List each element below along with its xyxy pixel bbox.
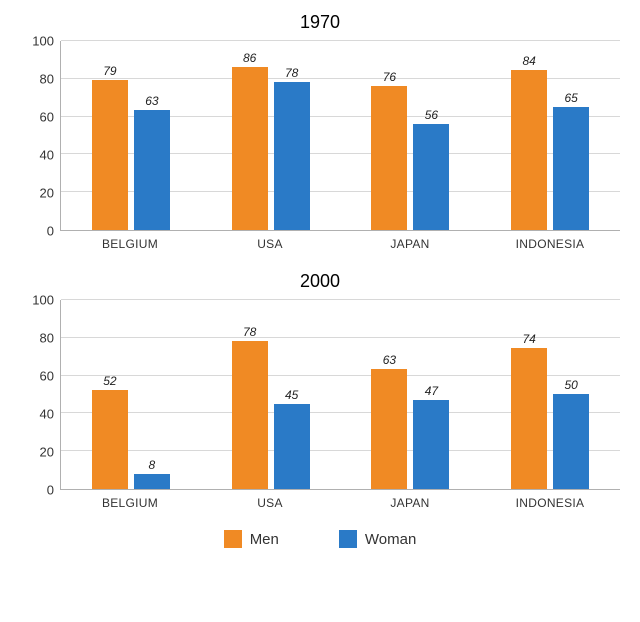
bar-wrap: 8 [134, 474, 170, 489]
bar-wrap: 52 [92, 390, 128, 489]
bar-group: 52 8 [92, 390, 170, 489]
y-axis: 020406080100 [20, 41, 60, 231]
bar-wrap: 63 [134, 110, 170, 230]
bar-wrap: 45 [274, 404, 310, 490]
bar [511, 348, 547, 489]
y-tick-label: 20 [40, 445, 54, 460]
x-tick-label: BELGIUM [80, 496, 180, 510]
bar-group: 7656 [371, 86, 449, 230]
chart-panel: 19700204060801007963867876568465BELGIUMU… [20, 12, 620, 251]
bar-wrap: 76 [371, 86, 407, 230]
plot-grid: 528784563477450 [60, 300, 620, 490]
bar-wrap: 50 [553, 394, 589, 489]
x-tick-label: USA [220, 496, 320, 510]
bar-wrap: 86 [232, 67, 268, 230]
bar-wrap: 78 [274, 82, 310, 230]
bar-group: 8678 [232, 67, 310, 230]
chart-panel: 2000020406080100528784563477450BELGIUMUS… [20, 271, 620, 510]
bar [274, 82, 310, 230]
bar-wrap: 65 [553, 107, 589, 231]
bar-value-label: 84 [522, 54, 535, 68]
plot-grid: 7963867876568465 [60, 41, 620, 231]
bar-value-label: 78 [285, 66, 298, 80]
bar [274, 404, 310, 490]
x-tick-label: JAPAN [360, 237, 460, 251]
y-tick-label: 0 [47, 224, 54, 239]
bar-value-label: 63 [145, 94, 158, 108]
bar-group: 7845 [232, 341, 310, 489]
bar-value-label: 76 [383, 70, 396, 84]
y-tick-label: 80 [40, 331, 54, 346]
bar [553, 107, 589, 231]
y-tick-label: 100 [32, 34, 54, 49]
bar-value-label: 45 [285, 388, 298, 402]
legend-item: Woman [339, 530, 416, 548]
bar-wrap: 79 [92, 80, 128, 230]
y-tick-label: 40 [40, 148, 54, 163]
y-tick-label: 40 [40, 407, 54, 422]
y-tick-label: 80 [40, 72, 54, 87]
legend-swatch [339, 530, 357, 548]
bar-value-label: 63 [383, 353, 396, 367]
bar-group: 8465 [511, 70, 589, 230]
legend: Men Woman [20, 530, 620, 548]
y-tick-label: 0 [47, 483, 54, 498]
bar-value-label: 78 [243, 325, 256, 339]
bar-value-label: 47 [425, 384, 438, 398]
bar [413, 124, 449, 230]
y-tick-label: 60 [40, 110, 54, 125]
x-tick-label: INDONESIA [500, 237, 600, 251]
chart-title: 2000 [20, 271, 620, 292]
bar-value-label: 79 [103, 64, 116, 78]
x-tick-label: BELGIUM [80, 237, 180, 251]
bar-value-label: 74 [522, 332, 535, 346]
bar-wrap: 56 [413, 124, 449, 230]
bar-group: 7963 [92, 80, 170, 230]
x-axis-labels: BELGIUM USA JAPAN INDONESIA [60, 496, 620, 510]
bar-value-label: 50 [564, 378, 577, 392]
bar-wrap: 47 [413, 400, 449, 489]
bar [371, 369, 407, 489]
plot-area: 020406080100528784563477450 [20, 300, 620, 490]
bar [232, 67, 268, 230]
y-tick-label: 20 [40, 186, 54, 201]
bar-groups: 7963867876568465 [61, 41, 620, 230]
bar-wrap: 74 [511, 348, 547, 489]
legend-label: Woman [365, 531, 416, 548]
bar [92, 390, 128, 489]
bar-value-label: 65 [564, 91, 577, 105]
bar [134, 474, 170, 489]
y-tick-label: 100 [32, 293, 54, 308]
bar [511, 70, 547, 230]
legend-label: Men [250, 531, 279, 548]
x-tick-label: INDONESIA [500, 496, 600, 510]
bar-group: 6347 [371, 369, 449, 489]
bar [92, 80, 128, 230]
legend-swatch [224, 530, 242, 548]
bar-wrap: 63 [371, 369, 407, 489]
bar [232, 341, 268, 489]
x-tick-label: JAPAN [360, 496, 460, 510]
bar-value-label: 86 [243, 51, 256, 65]
bar-value-label: 8 [149, 458, 156, 472]
y-tick-label: 60 [40, 369, 54, 384]
bar-wrap: 84 [511, 70, 547, 230]
x-tick-label: USA [220, 237, 320, 251]
chart-title: 1970 [20, 12, 620, 33]
x-axis-labels: BELGIUM USA JAPAN INDONESIA [60, 237, 620, 251]
bar-wrap: 78 [232, 341, 268, 489]
bar-value-label: 52 [103, 374, 116, 388]
bar-group: 7450 [511, 348, 589, 489]
plot-area: 0204060801007963867876568465 [20, 41, 620, 231]
bar [371, 86, 407, 230]
y-axis: 020406080100 [20, 300, 60, 490]
bar-value-label: 56 [425, 108, 438, 122]
bar [413, 400, 449, 489]
legend-item: Men [224, 530, 279, 548]
bar [553, 394, 589, 489]
bar-groups: 528784563477450 [61, 300, 620, 489]
chart-container: 19700204060801007963867876568465BELGIUMU… [20, 12, 620, 548]
bar [134, 110, 170, 230]
